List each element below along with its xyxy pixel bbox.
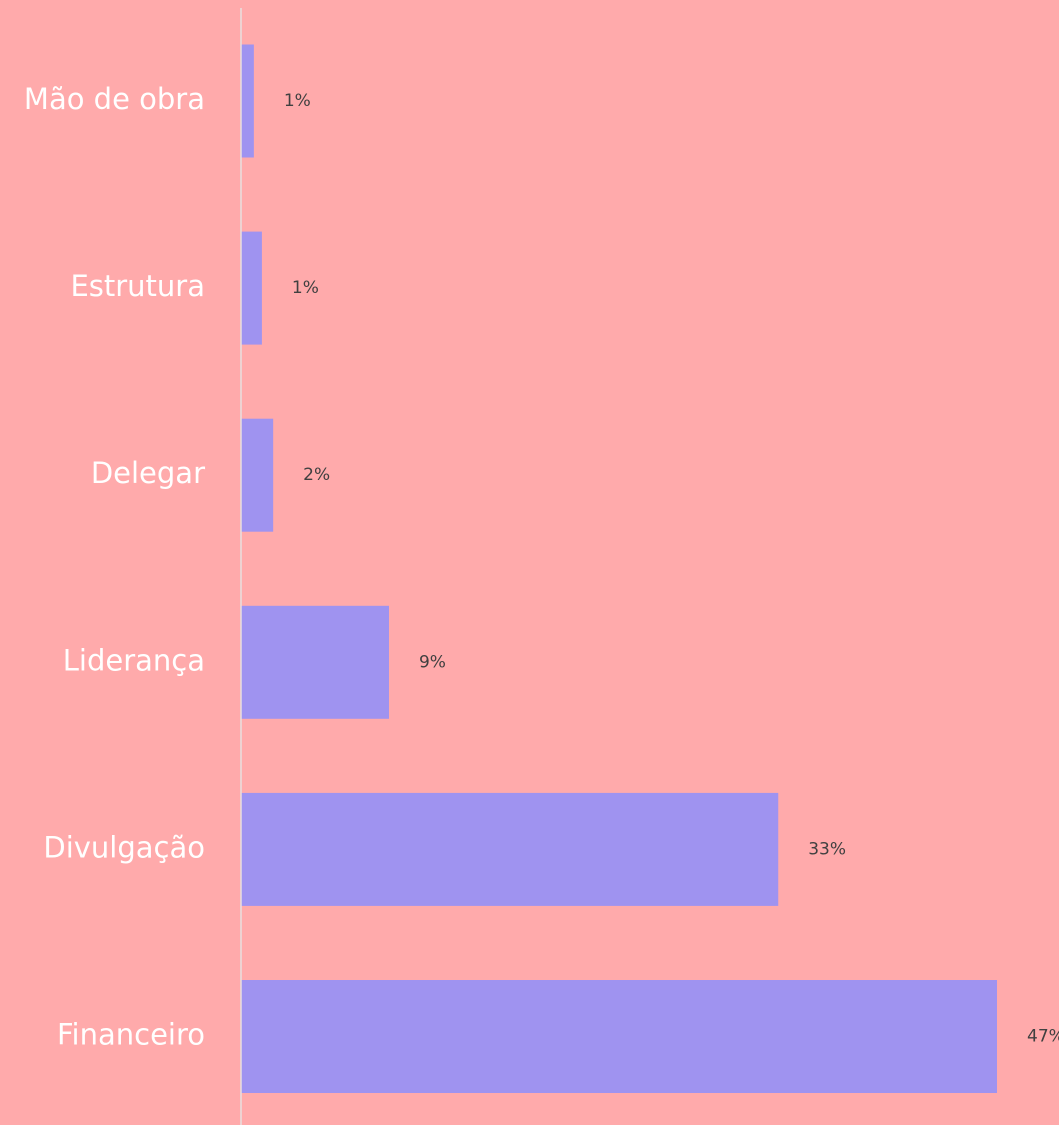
category-label: Estrutura [70,269,205,303]
bar [241,418,274,532]
bar [241,605,389,719]
value-label: 9% [419,652,446,672]
value-label: 1% [292,278,319,298]
category-label: Mão de obra [24,82,205,116]
bar [241,980,997,1093]
value-label: 33% [808,839,846,859]
value-label: 1% [284,91,311,111]
category-label: Liderança [63,643,205,677]
bar [241,231,262,345]
category-label: Financeiro [57,1018,205,1052]
category-label: Delegar [91,456,205,490]
value-label: 47% [1027,1027,1059,1047]
bar [241,792,779,906]
category-label: Divulgação [43,830,205,864]
value-label: 2% [303,465,330,485]
bar [241,44,254,158]
